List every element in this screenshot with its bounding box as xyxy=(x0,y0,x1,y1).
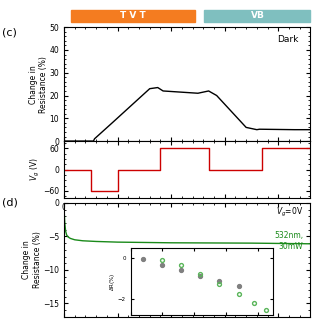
Y-axis label: Change in
Resistance (%): Change in Resistance (%) xyxy=(22,231,42,288)
X-axis label: $\it{Time}$ (min): $\it{Time}$ (min) xyxy=(164,215,211,227)
Text: T V T: T V T xyxy=(120,12,146,20)
Y-axis label: $V_g$ (V): $V_g$ (V) xyxy=(28,158,42,181)
Text: $V_g$=0V: $V_g$=0V xyxy=(276,206,303,220)
Y-axis label: Change in
Resistance (%): Change in Resistance (%) xyxy=(28,56,48,113)
Bar xyxy=(71,10,195,22)
Bar xyxy=(204,10,310,22)
Text: VB: VB xyxy=(251,12,264,20)
Text: 532nm,
30mW: 532nm, 30mW xyxy=(274,231,303,251)
Text: (d): (d) xyxy=(3,197,18,207)
Text: Dark: Dark xyxy=(277,35,298,44)
Text: (c): (c) xyxy=(3,27,17,37)
